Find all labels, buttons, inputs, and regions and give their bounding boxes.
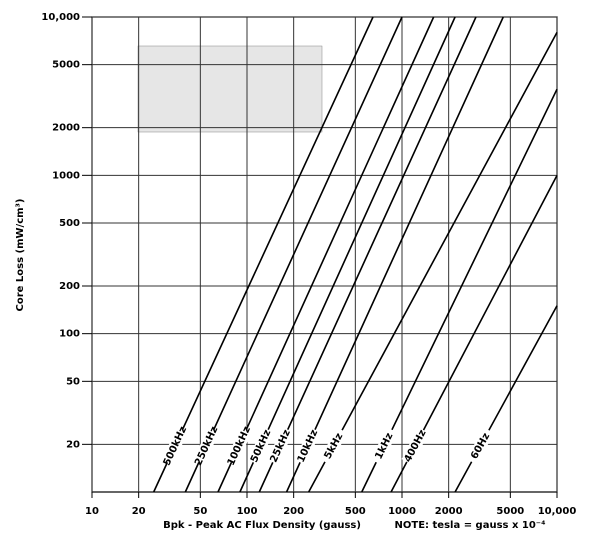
label-bg xyxy=(370,427,398,465)
y-tick-label: 1000 xyxy=(52,170,80,181)
series-line xyxy=(361,88,558,493)
label-bg xyxy=(225,427,252,465)
series-line xyxy=(152,16,374,493)
label-bg xyxy=(294,427,321,465)
series-line xyxy=(285,16,504,493)
note: NOTE: tesla = gauss x 10⁻⁴ xyxy=(395,520,546,531)
x-tick-label: 1000 xyxy=(388,506,416,517)
y-tick-label: 100 xyxy=(59,329,80,340)
y-tick-label: 500 xyxy=(59,218,80,229)
x-axis-label: Bpk - Peak AC Flux Density (gauss) xyxy=(163,520,361,531)
x-tick-label: 200 xyxy=(283,506,304,517)
y-tick-label: 50 xyxy=(66,376,80,387)
x-tick-label: 10,000 xyxy=(538,506,577,517)
label-bg xyxy=(401,427,429,465)
label-bg xyxy=(161,427,188,465)
label-bg xyxy=(247,427,274,465)
x-tick-label: 500 xyxy=(345,506,366,517)
series-line xyxy=(239,16,456,493)
label-bg xyxy=(319,427,348,465)
y-axis-label: Core Loss (mW/cm³) xyxy=(15,198,26,311)
y-tick-label: 200 xyxy=(59,281,80,292)
series-line xyxy=(184,16,403,493)
series-line xyxy=(217,16,435,493)
series-line xyxy=(307,31,558,493)
x-tick-label: 10 xyxy=(85,506,99,517)
shaded-box xyxy=(137,45,323,133)
y-tick-label: 10,000 xyxy=(41,12,80,23)
x-tick-label: 50 xyxy=(193,506,207,517)
y-tick-label: 20 xyxy=(66,439,80,450)
y-tick-label: 2000 xyxy=(52,123,80,134)
label-bg xyxy=(267,427,294,465)
x-tick-label: 5000 xyxy=(496,506,524,517)
label-bg xyxy=(466,427,495,465)
x-tick-label: 20 xyxy=(132,506,146,517)
x-tick-label: 100 xyxy=(237,506,258,517)
y-tick-label: 5000 xyxy=(52,60,80,71)
series-line xyxy=(258,16,477,493)
x-tick-label: 2000 xyxy=(435,506,463,517)
label-bg xyxy=(193,427,220,465)
